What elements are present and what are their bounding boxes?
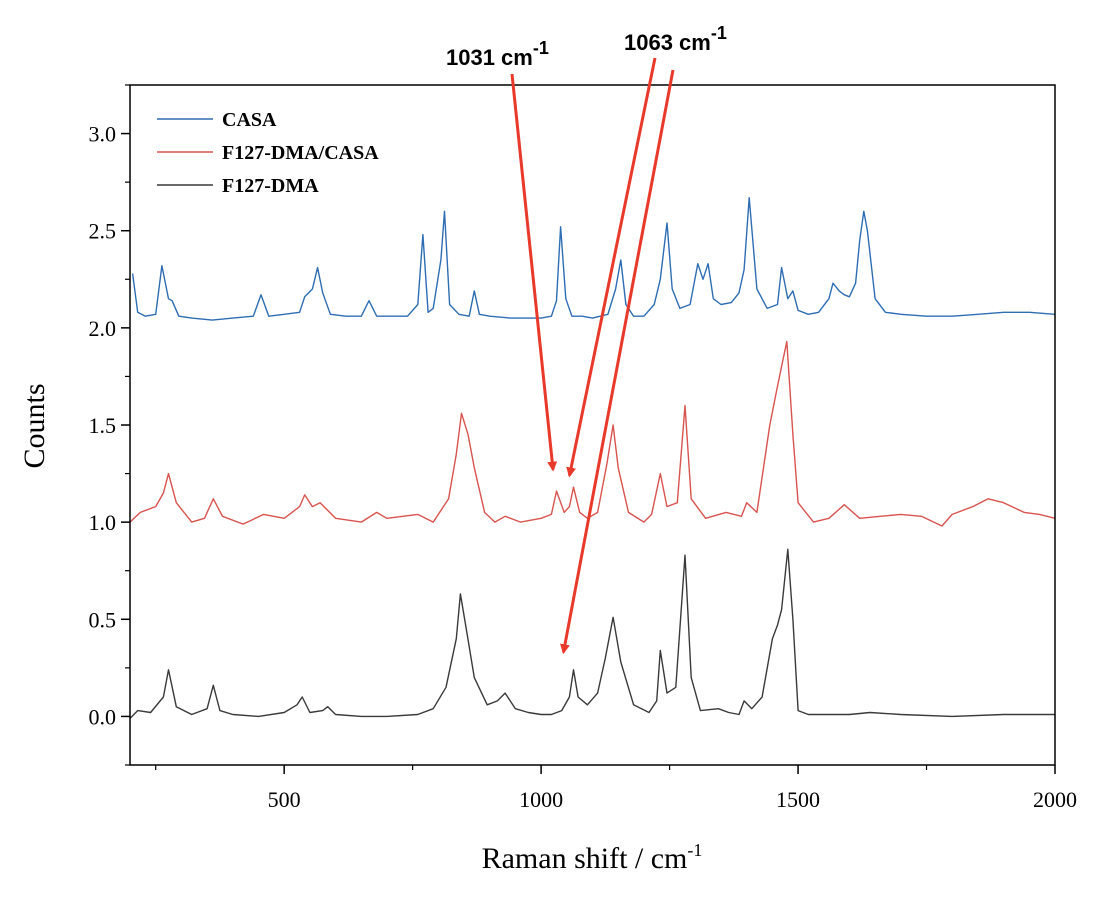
y-axis-title: Counts — [18, 383, 51, 468]
annotation-arrow — [510, 73, 558, 472]
x-tick-label: 1500 — [776, 787, 820, 812]
legend-label-1: CASA — [222, 109, 277, 131]
legend: CASA F127-DMA/CASA F127-DMA — [157, 109, 379, 197]
y-tick-label: 0.5 — [89, 607, 117, 632]
y-tick-label: 2.0 — [89, 316, 117, 341]
annotation-arrow — [560, 69, 675, 655]
annotation-label-1: 1031 cm-1 — [446, 38, 549, 70]
legend-label-3: F127-DMA — [222, 175, 319, 197]
y-tick-label: 0.0 — [89, 704, 117, 729]
y-tick-label: 1.5 — [89, 413, 117, 438]
annotation-label-sup: -1 — [533, 38, 549, 58]
series-line-1 — [131, 197, 1055, 321]
annotation-label-main: 1063 cm — [624, 30, 711, 55]
series-line-3 — [130, 548, 1055, 719]
x-tick-label: 500 — [268, 787, 301, 812]
series-line-2 — [130, 340, 1055, 527]
annotation-label-sup: -1 — [711, 23, 727, 43]
y-tick-label: 1.0 — [89, 510, 117, 535]
annotations: 1031 cm-1 1063 cm-1 — [446, 23, 727, 655]
annotation-label-main: 1031 cm — [446, 45, 533, 70]
x-axis-title-sup: -1 — [687, 840, 702, 860]
annotation-arrow — [566, 57, 657, 478]
legend-label-2: F127-DMA/CASA — [222, 142, 379, 164]
x-axis-title: Raman shift / cm-1 — [482, 840, 703, 875]
y-tick-label: 3.0 — [89, 122, 117, 147]
x-axis-title-main: Raman shift / cm — [482, 842, 688, 875]
annotation-label-2: 1063 cm-1 — [624, 23, 727, 55]
axes: 500 1000 1500 2000 0.0 0.5 1.0 1.5 2.0 2.5 3.0 — [89, 84, 1077, 812]
y-tick-label: 2.5 — [89, 219, 117, 244]
x-tick-label: 1000 — [519, 787, 563, 812]
plot-area — [130, 197, 1055, 719]
x-tick-label: 2000 — [1033, 787, 1077, 812]
